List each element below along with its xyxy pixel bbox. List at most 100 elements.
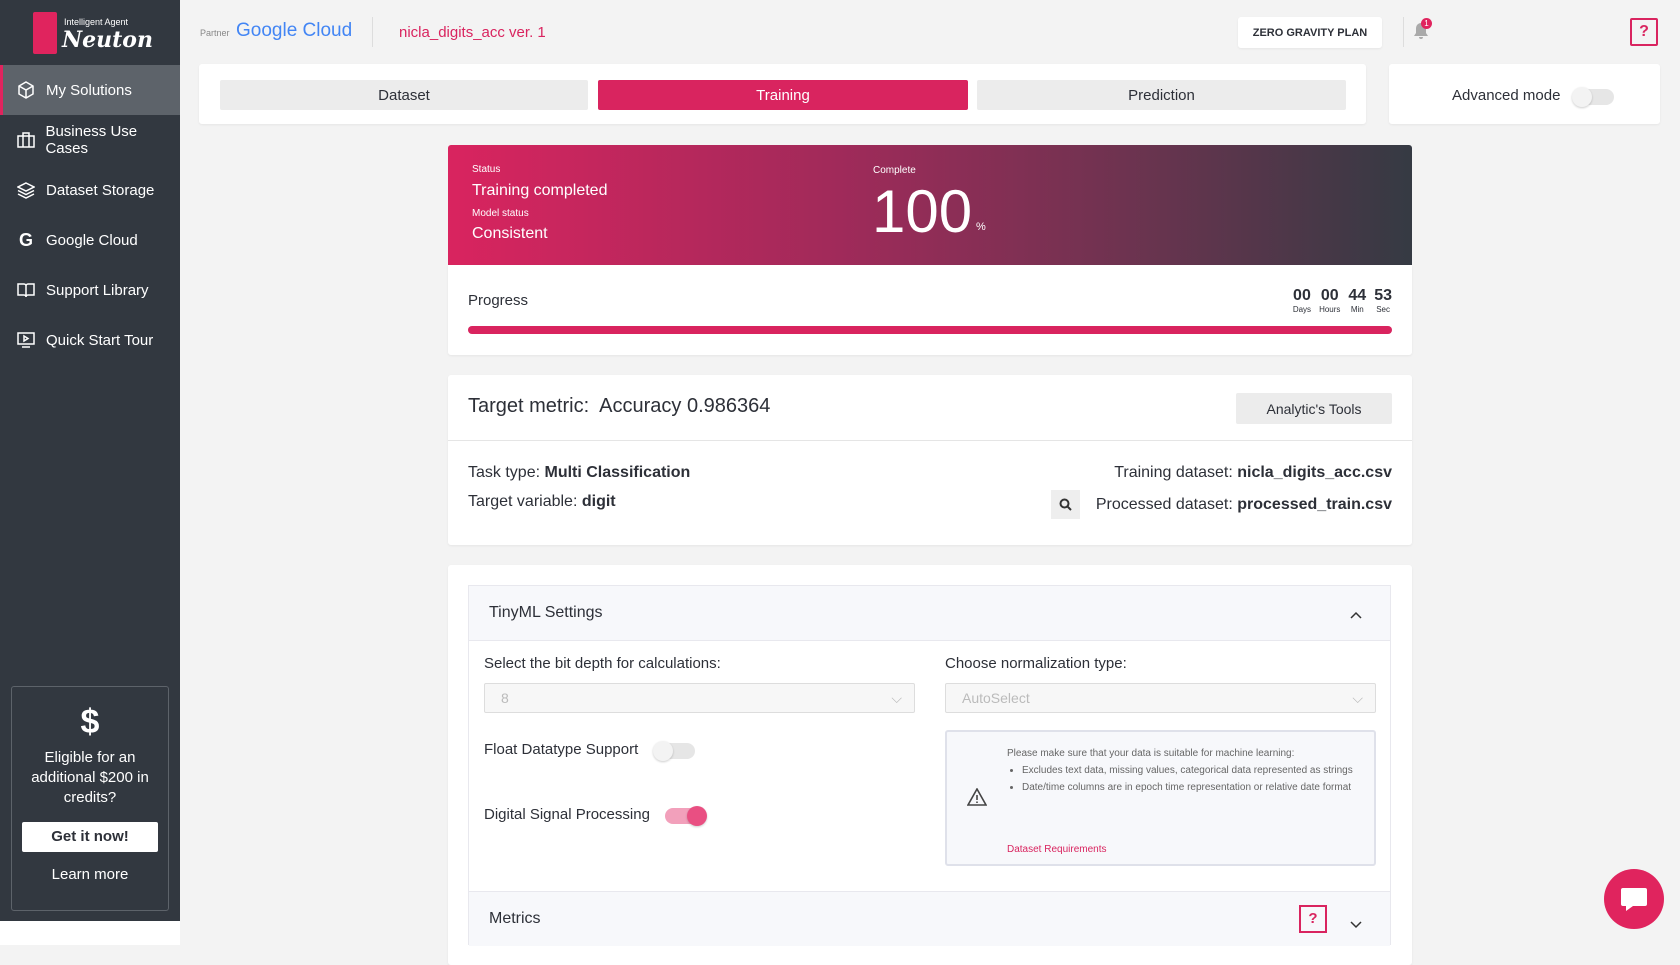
dsp-toggle[interactable] xyxy=(665,806,707,826)
learn-more-link[interactable]: Learn more xyxy=(51,866,129,883)
play-screen-icon xyxy=(16,330,36,350)
task-type-value: Multi Classification xyxy=(544,464,691,481)
timer-sec: 53 xyxy=(1374,287,1392,304)
float-datatype-label: Float Datatype Support xyxy=(484,741,639,758)
progress-bar xyxy=(468,326,1392,334)
sidebar-item-label: My Solutions xyxy=(46,81,132,99)
search-icon[interactable] xyxy=(1051,490,1080,519)
sidebar-item-business-use-cases[interactable]: Business Use Cases xyxy=(0,115,180,165)
processed-dataset-label: Processed dataset: xyxy=(1095,496,1233,513)
tinyml-header[interactable]: TinyML Settings xyxy=(469,586,1390,641)
normalization-label: Choose normalization type: xyxy=(945,655,1127,672)
solution-title: nicla_digits_acc ver. 1 xyxy=(399,24,546,41)
data-requirements-notice: Please make sure that your data is suita… xyxy=(945,730,1376,866)
sidebar-item-label: Google Cloud xyxy=(46,231,138,249)
bit-depth-select[interactable]: 8 ⌵ xyxy=(484,683,915,713)
target-variable: Target variable: digit xyxy=(468,493,616,511)
help-button[interactable]: ? xyxy=(1630,18,1658,46)
target-metric-value: Accuracy 0.986364 xyxy=(599,395,771,417)
processed-dataset: Processed dataset: processed_train.csv xyxy=(1096,496,1392,514)
chevron-up-icon[interactable] xyxy=(1350,606,1362,624)
analytics-tools-button[interactable]: Analytic's Tools xyxy=(1236,393,1392,424)
model-status-label: Model status xyxy=(472,208,529,219)
sidebar-item-label: Business Use Cases xyxy=(45,123,138,157)
elapsed-timer: 00 Days 00 Hours 44 Min 53 Sec xyxy=(1293,287,1392,314)
dsp-label: Digital Signal Processing xyxy=(484,806,650,823)
bit-depth-label: Select the bit depth for calculations: xyxy=(484,655,721,672)
sidebar-footer xyxy=(0,921,180,945)
timer-unit: Hours xyxy=(1319,305,1341,314)
sidebar-item-label: Support Library xyxy=(46,281,149,299)
notice-text: Please make sure that your data is suita… xyxy=(1007,745,1362,796)
status-label: Status xyxy=(472,164,501,175)
training-dataset: Training dataset: nicla_digits_acc.csv xyxy=(1114,464,1392,482)
partner-label: Partner xyxy=(200,28,230,38)
neuton-logo xyxy=(33,12,57,54)
sidebar-item-label: Quick Start Tour xyxy=(46,331,154,349)
cube-icon xyxy=(16,80,36,100)
sidebar: Intelligent Agent Neuton My Solutions Bu… xyxy=(0,0,180,945)
notice-bullet: Date/time columns are in epoch time repr… xyxy=(1022,779,1362,796)
sidebar-item-support-library[interactable]: Support Library xyxy=(0,265,180,315)
brand-tagline: Intelligent Agent xyxy=(64,17,129,27)
tinyml-title: TinyML Settings xyxy=(489,604,603,621)
book-icon xyxy=(16,280,36,300)
timer-min: 44 xyxy=(1348,287,1367,304)
notice-intro: Please make sure that your data is suita… xyxy=(1007,748,1295,759)
layers-icon xyxy=(16,180,36,200)
notification-badge: 1 xyxy=(1421,18,1432,29)
timer-days: 00 xyxy=(1293,287,1311,304)
processed-dataset-value: processed_train.csv xyxy=(1237,496,1392,513)
progress-card: Progress 00 Days 00 Hours 44 Min 53 Sec xyxy=(448,265,1412,355)
briefcase-icon xyxy=(16,130,35,150)
tab-dataset[interactable]: Dataset xyxy=(220,80,588,110)
timer-hours: 00 xyxy=(1320,287,1339,304)
header-divider xyxy=(372,17,373,47)
chevron-down-icon: ⌵ xyxy=(891,689,902,706)
status-value: Training completed xyxy=(472,182,608,199)
target-variable-label: Target variable: xyxy=(468,493,578,510)
google-icon: G xyxy=(18,229,33,250)
timer-unit: Days xyxy=(1292,305,1312,314)
advanced-mode-card xyxy=(1389,64,1660,124)
tinyml-settings-panel: TinyML Settings Select the bit depth for… xyxy=(468,585,1391,946)
metrics-title: Metrics xyxy=(489,910,541,927)
google-cloud-logo: Google Cloud xyxy=(236,20,353,41)
training-dataset-value: nicla_digits_acc.csv xyxy=(1237,464,1392,481)
target-metric-card: Target metric: Accuracy 0.986364 Analyti… xyxy=(448,375,1412,545)
notice-bullet: Excludes text data, missing values, cate… xyxy=(1022,762,1362,779)
chat-icon xyxy=(1621,888,1647,911)
sidebar-item-google-cloud[interactable]: G Google Cloud xyxy=(0,215,180,265)
timer-unit: Min xyxy=(1350,305,1364,314)
target-metric: Target metric: Accuracy 0.986364 xyxy=(468,395,770,418)
sidebar-item-quick-start-tour[interactable]: Quick Start Tour xyxy=(0,315,180,365)
normalization-select[interactable]: AutoSelect ⌵ xyxy=(945,683,1376,713)
model-status-value: Consistent xyxy=(472,225,548,242)
metrics-header[interactable]: Metrics ? xyxy=(469,891,1390,946)
plan-button[interactable]: ZERO GRAVITY PLAN xyxy=(1238,17,1382,48)
header-divider xyxy=(1403,17,1404,47)
sidebar-item-label: Dataset Storage xyxy=(46,181,155,199)
chevron-down-icon: ⌵ xyxy=(1352,689,1363,706)
training-dataset-label: Training dataset: xyxy=(1114,464,1233,481)
chat-button[interactable] xyxy=(1604,869,1664,929)
advanced-mode-label: Advanced mode xyxy=(1452,87,1561,104)
target-metric-label: Target metric: xyxy=(468,395,590,417)
progress-label: Progress xyxy=(468,292,529,309)
dollar-icon: $ xyxy=(80,703,100,741)
complete-value: 100 xyxy=(872,178,973,245)
target-variable-value: digit xyxy=(581,493,616,510)
get-it-now-button[interactable]: Get it now! xyxy=(22,822,158,852)
warning-icon xyxy=(966,787,988,811)
metrics-help-button[interactable]: ? xyxy=(1299,905,1327,933)
dataset-requirements-link[interactable]: Dataset Requirements xyxy=(1007,844,1107,855)
tab-training[interactable]: Training xyxy=(598,80,968,110)
chevron-down-icon[interactable] xyxy=(1350,916,1362,934)
tab-prediction[interactable]: Prediction xyxy=(977,80,1346,110)
sidebar-item-my-solutions[interactable]: My Solutions xyxy=(0,65,180,115)
sidebar-item-dataset-storage[interactable]: Dataset Storage xyxy=(0,165,180,215)
bit-depth-value: 8 xyxy=(501,690,509,706)
advanced-mode-toggle[interactable] xyxy=(1572,87,1614,107)
float-datatype-toggle[interactable] xyxy=(653,741,695,761)
credit-text: Eligible for an additional $200 in credi… xyxy=(31,749,149,806)
